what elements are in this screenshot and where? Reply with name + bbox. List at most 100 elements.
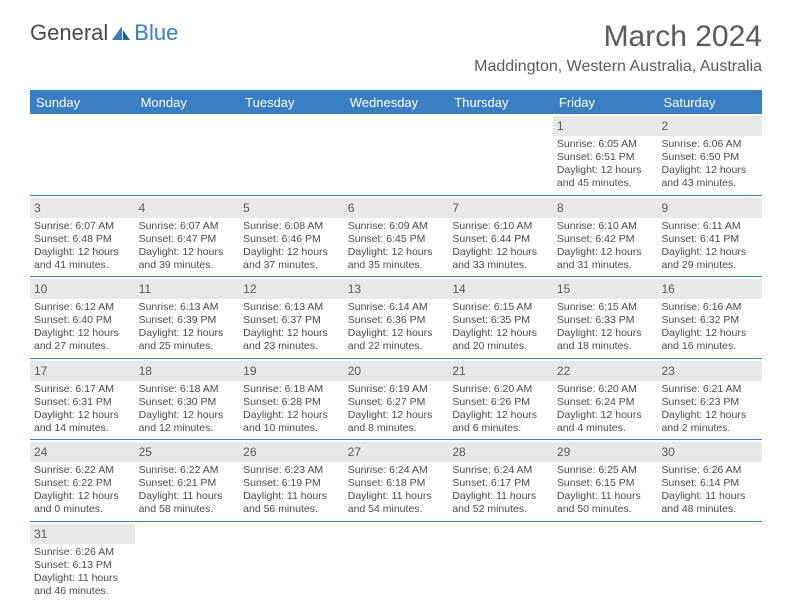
sunset-text: Sunset: 6:13 PM: [34, 559, 131, 572]
sunset-text: Sunset: 6:33 PM: [557, 314, 654, 327]
daylight-minutes-text: and 27 minutes.: [34, 340, 131, 353]
daylight-text: Daylight: 11 hours: [243, 490, 340, 503]
sunrise-text: Sunrise: 6:21 AM: [661, 383, 758, 396]
day-number: 24: [34, 445, 47, 459]
sunrise-text: Sunrise: 6:24 AM: [452, 464, 549, 477]
sunset-text: Sunset: 6:41 PM: [661, 233, 758, 246]
day-number-bar: 2: [657, 116, 762, 136]
daylight-text: Daylight: 12 hours: [348, 246, 445, 259]
day-cell: 15 Sunrise: 6:15 AMSunset: 6:33 PMDayligh…: [553, 277, 658, 358]
week-row: 17Sunrise: 6:17 AMSunset: 6:31 PMDayligh…: [30, 359, 762, 441]
day-header: Sunday: [30, 91, 135, 114]
daylight-text: Daylight: 12 hours: [139, 327, 236, 340]
daylight-minutes-text: and 14 minutes.: [34, 422, 131, 435]
daylight-minutes-text: and 8 minutes.: [348, 422, 445, 435]
sunrise-text: Sunrise: 6:17 AM: [34, 383, 131, 396]
day-number: 15: [557, 282, 570, 296]
day-number-bar: 27: [344, 442, 449, 462]
sunrise-text: Sunrise: 6:13 AM: [139, 301, 236, 314]
sunset-text: Sunset: 6:35 PM: [452, 314, 549, 327]
sunset-text: Sunset: 6:15 PM: [557, 477, 654, 490]
day-number-bar: 23: [657, 361, 762, 381]
day-cell: 28Sunrise: 6:24 AMSunset: 6:17 PMDayligh…: [448, 440, 553, 521]
daylight-text: Daylight: 12 hours: [557, 327, 654, 340]
sunrise-text: Sunrise: 6:15 AM: [557, 301, 654, 314]
daylight-text: Daylight: 11 hours: [348, 490, 445, 503]
week-row: 24Sunrise: 6:22 AMSunset: 6:22 PMDayligh…: [30, 440, 762, 522]
sunset-text: Sunset: 6:32 PM: [661, 314, 758, 327]
calendar-grid: SundayMondayTuesdayWednesdayThursdayFrid…: [30, 90, 762, 602]
day-cell: 1Sunrise: 6:05 AMSunset: 6:51 PMDaylight…: [553, 114, 658, 195]
day-number: 29: [557, 445, 570, 459]
day-cell-empty: [239, 522, 344, 603]
day-number: 2: [661, 119, 668, 133]
day-number: 12: [243, 282, 256, 296]
day-number: 10: [34, 282, 47, 296]
sunrise-text: Sunrise: 6:05 AM: [557, 138, 654, 151]
sunset-text: Sunset: 6:28 PM: [243, 396, 340, 409]
day-number-bar: 9: [657, 198, 762, 218]
sunrise-text: Sunrise: 6:07 AM: [139, 220, 236, 233]
day-number-bar: 20: [344, 361, 449, 381]
daylight-minutes-text: and 39 minutes.: [139, 259, 236, 272]
day-number-bar: 30: [657, 442, 762, 462]
sunrise-text: Sunrise: 6:14 AM: [348, 301, 445, 314]
day-header: Monday: [135, 91, 240, 114]
daylight-minutes-text: and 29 minutes.: [661, 259, 758, 272]
daylight-minutes-text: and 12 minutes.: [139, 422, 236, 435]
sunrise-text: Sunrise: 6:12 AM: [34, 301, 131, 314]
day-number-bar: 12: [239, 279, 344, 299]
day-number-bar: 18: [135, 361, 240, 381]
logo-word2: Blue: [134, 20, 178, 46]
day-number: 9: [661, 201, 668, 215]
daylight-minutes-text: and 37 minutes.: [243, 259, 340, 272]
sunrise-text: Sunrise: 6:11 AM: [661, 220, 758, 233]
daylight-text: Daylight: 12 hours: [661, 246, 758, 259]
daylight-text: Daylight: 12 hours: [557, 246, 654, 259]
day-header: Saturday: [657, 91, 762, 114]
day-number-bar: 31: [30, 524, 135, 544]
day-cell: 25Sunrise: 6:22 AMSunset: 6:21 PMDayligh…: [135, 440, 240, 521]
day-cell: 3Sunrise: 6:07 AMSunset: 6:48 PMDaylight…: [30, 196, 135, 277]
daylight-text: Daylight: 11 hours: [661, 490, 758, 503]
logo-sail-icon: [110, 24, 132, 42]
daylight-text: Daylight: 11 hours: [34, 572, 131, 585]
daylight-text: Daylight: 12 hours: [348, 327, 445, 340]
sunrise-text: Sunrise: 6:22 AM: [139, 464, 236, 477]
daylight-text: Daylight: 12 hours: [348, 409, 445, 422]
daylight-minutes-text: and 16 minutes.: [661, 340, 758, 353]
day-cell: 21Sunrise: 6:20 AMSunset: 6:26 PMDayligh…: [448, 359, 553, 440]
daylight-minutes-text: and 56 minutes.: [243, 503, 340, 516]
day-number: 19: [243, 364, 256, 378]
sunrise-text: Sunrise: 6:24 AM: [348, 464, 445, 477]
daylight-text: Daylight: 11 hours: [557, 490, 654, 503]
day-number: 8: [557, 201, 564, 215]
sunrise-text: Sunrise: 6:07 AM: [34, 220, 131, 233]
weeks-container: 1Sunrise: 6:05 AMSunset: 6:51 PMDaylight…: [30, 114, 762, 602]
daylight-minutes-text: and 2 minutes.: [661, 422, 758, 435]
sunset-text: Sunset: 6:37 PM: [243, 314, 340, 327]
day-cell: 13Sunrise: 6:14 AMSunset: 6:36 PMDayligh…: [344, 277, 449, 358]
daylight-text: Daylight: 12 hours: [452, 409, 549, 422]
day-header: Thursday: [448, 91, 553, 114]
day-cell: 11Sunrise: 6:13 AMSunset: 6:39 PMDayligh…: [135, 277, 240, 358]
sunrise-text: Sunrise: 6:18 AM: [139, 383, 236, 396]
sunset-text: Sunset: 6:48 PM: [34, 233, 131, 246]
daylight-minutes-text: and 41 minutes.: [34, 259, 131, 272]
day-cell: 7Sunrise: 6:10 AMSunset: 6:44 PMDaylight…: [448, 196, 553, 277]
day-cell: 5Sunrise: 6:08 AMSunset: 6:46 PMDaylight…: [239, 196, 344, 277]
sunrise-text: Sunrise: 6:13 AM: [243, 301, 340, 314]
daylight-minutes-text: and 43 minutes.: [661, 177, 758, 190]
sunset-text: Sunset: 6:24 PM: [557, 396, 654, 409]
daylight-text: Daylight: 11 hours: [139, 490, 236, 503]
sunrise-text: Sunrise: 6:16 AM: [661, 301, 758, 314]
day-number-bar: 17: [30, 361, 135, 381]
daylight-text: Daylight: 12 hours: [34, 246, 131, 259]
sunrise-text: Sunrise: 6:10 AM: [452, 220, 549, 233]
sunset-text: Sunset: 6:42 PM: [557, 233, 654, 246]
day-number-bar: 29: [553, 442, 658, 462]
day-cell: 20Sunrise: 6:19 AMSunset: 6:27 PMDayligh…: [344, 359, 449, 440]
day-number-bar: 25: [135, 442, 240, 462]
day-number: 4: [139, 201, 146, 215]
day-cell-empty: [657, 522, 762, 603]
